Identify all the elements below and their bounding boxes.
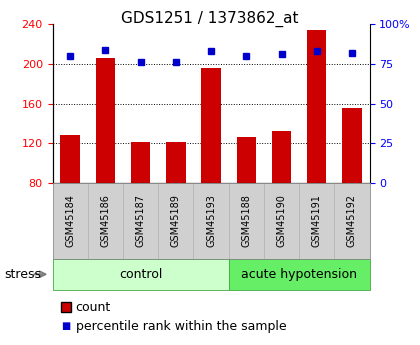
Text: ■: ■ <box>61 321 71 331</box>
Text: GSM45191: GSM45191 <box>312 194 322 247</box>
Text: percentile rank within the sample: percentile rank within the sample <box>76 319 286 333</box>
Text: GSM45193: GSM45193 <box>206 194 216 247</box>
Text: GSM45184: GSM45184 <box>65 194 75 247</box>
Text: GSM45188: GSM45188 <box>241 194 251 247</box>
Bar <box>272 131 291 183</box>
Text: GSM45192: GSM45192 <box>347 194 357 247</box>
Text: GSM45189: GSM45189 <box>171 194 181 247</box>
Text: GSM45186: GSM45186 <box>100 194 110 247</box>
Bar <box>166 142 186 183</box>
Bar <box>342 108 362 183</box>
Text: acute hypotension: acute hypotension <box>241 268 357 281</box>
Text: control: control <box>119 268 162 281</box>
Bar <box>307 30 326 183</box>
Bar <box>60 135 80 183</box>
Bar <box>131 142 150 183</box>
Text: count: count <box>76 300 111 314</box>
Text: stress: stress <box>4 268 41 281</box>
Text: GSM45187: GSM45187 <box>136 194 146 247</box>
Text: GDS1251 / 1373862_at: GDS1251 / 1373862_at <box>121 10 299 27</box>
Bar <box>96 58 115 183</box>
Bar <box>201 68 221 183</box>
Text: GSM45190: GSM45190 <box>276 194 286 247</box>
Bar <box>236 137 256 183</box>
